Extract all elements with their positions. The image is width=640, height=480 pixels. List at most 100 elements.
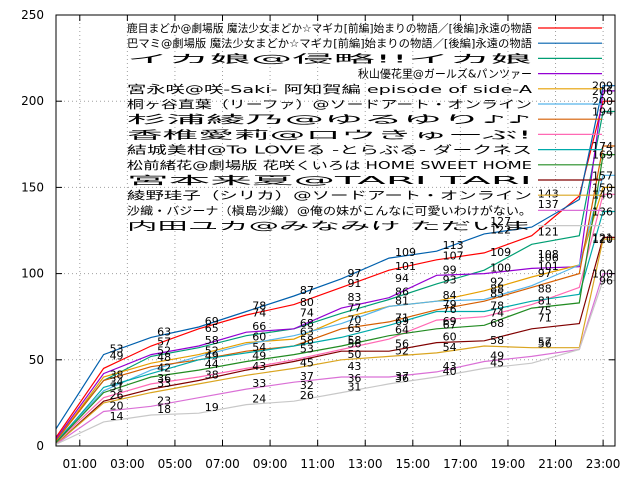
data-label: 74	[300, 306, 314, 319]
data-label: 37	[300, 370, 314, 383]
y-tick-label: 250	[21, 8, 44, 22]
data-label: 143	[538, 187, 559, 200]
data-label: 33	[252, 377, 266, 390]
end-data-label: 209	[592, 80, 613, 93]
data-label: 54	[443, 341, 457, 354]
plot-frame	[55, 14, 616, 447]
series-line-3	[55, 110, 615, 440]
x-tick-label: 09:00	[253, 457, 288, 471]
series-line-9	[55, 210, 615, 443]
data-label: 38	[205, 368, 219, 381]
data-label: 69	[443, 315, 457, 328]
data-label: 92	[490, 275, 504, 288]
x-tick-label: 05:00	[158, 457, 193, 471]
legend-label: 結城美柑@To LOVEる -とらぶる- ダークネス	[127, 143, 532, 157]
data-label: 58	[490, 334, 504, 347]
data-label: 137	[538, 198, 559, 211]
data-label: 91	[347, 277, 361, 290]
data-label: 71	[395, 312, 409, 325]
legend-label: 宮永咲@咲-Saki- 阿知賀編 episode of side-A	[127, 82, 533, 96]
data-label: 44	[205, 358, 219, 371]
data-label: 36	[395, 372, 409, 385]
data-label: 49	[205, 350, 219, 363]
legend-label: 杉浦綾乃@ゆるゆり♪♪	[127, 112, 532, 126]
legend-label: 綾野珪子（シリカ）@ソードアート・オンライン	[127, 188, 532, 202]
end-data-label: 206	[592, 85, 613, 98]
x-tick-label: 19:00	[491, 457, 526, 471]
end-data-label: 100	[592, 268, 613, 281]
legend-label: イカ娘@侵略!!イカ娘	[127, 51, 532, 65]
data-label: 24	[252, 393, 266, 406]
data-label: 49	[110, 350, 124, 363]
data-label: 101	[395, 260, 416, 273]
x-tick-label: 21:00	[538, 457, 573, 471]
data-label: 23	[157, 394, 171, 407]
data-label: 107	[443, 250, 464, 263]
series-line-5	[55, 186, 615, 442]
data-label: 83	[347, 291, 361, 304]
y-tick-label: 0	[36, 439, 44, 453]
data-label: 37	[395, 370, 409, 383]
data-label: 100	[490, 262, 511, 275]
data-label: 94	[395, 272, 409, 285]
data-label: 45	[490, 356, 504, 369]
end-data-label: 136	[592, 206, 613, 219]
y-tick-label: 200	[21, 94, 44, 108]
data-label: 53	[110, 343, 124, 356]
data-label: 113	[443, 239, 464, 252]
data-label: 109	[395, 246, 416, 259]
y-tick-label: 150	[21, 180, 44, 194]
end-data-label: 150	[592, 181, 613, 194]
legend-label: 沙織・バジーナ（槇島沙織）@俺の妹がこんなに可愛いわけがない。	[127, 203, 532, 217]
data-label: 49	[490, 350, 504, 363]
data-label: 54	[252, 341, 266, 354]
data-label: 63	[300, 325, 314, 338]
data-label: 49	[252, 350, 266, 363]
x-tick-label: 17:00	[443, 457, 478, 471]
data-label: 52	[157, 344, 171, 357]
data-label: 64	[395, 324, 409, 337]
data-label: 33	[157, 377, 171, 390]
data-label: 122	[490, 224, 511, 237]
y-tick-label: 100	[21, 267, 44, 281]
data-label: 68	[300, 317, 314, 330]
data-label: 19	[205, 401, 219, 414]
data-label: 52	[205, 344, 219, 357]
series-line-12	[55, 238, 615, 445]
data-label: 50	[347, 348, 361, 361]
data-label: 31	[110, 381, 124, 394]
legend-label: 秋山優花里@ガールズ&パンツァー	[358, 67, 532, 81]
data-label: 81	[538, 294, 552, 307]
data-label: 56	[395, 337, 409, 350]
data-label: 106	[538, 251, 559, 264]
data-label: 78	[490, 300, 504, 313]
data-label: 56	[538, 337, 552, 350]
data-label: 69	[205, 315, 219, 328]
x-tick-label: 13:00	[348, 457, 383, 471]
data-label: 80	[300, 296, 314, 309]
series-line-7	[55, 145, 615, 442]
data-label: 99	[443, 263, 457, 276]
data-label: 69	[395, 315, 409, 328]
legend-label: 桐ヶ谷直葉（リーファ）@ソードアート・オンライン	[127, 97, 532, 111]
series-lines	[55, 85, 615, 445]
data-label: 74	[252, 306, 266, 319]
data-label: 57	[538, 336, 552, 349]
data-label: 109	[490, 246, 511, 259]
end-data-label: 120	[592, 233, 613, 246]
data-label: 65	[347, 322, 361, 335]
data-label: 26	[300, 389, 314, 402]
data-label: 76	[443, 303, 457, 316]
data-label: 36	[347, 372, 361, 385]
series-line-13	[55, 273, 615, 445]
data-label: 53	[300, 343, 314, 356]
axes: 0 50 100 150 200 250 01:00 03:00 05:00 07:00 09:00…	[21, 8, 620, 471]
series-line-8	[55, 193, 615, 444]
data-label: 87	[300, 284, 314, 297]
legend-label: 巴マミ@劇場版 魔法少女まどか☆マギカ[前編]始まりの物語／[後編]永遠の物語	[127, 36, 532, 50]
data-label: 40	[443, 365, 457, 378]
data-label: 66	[252, 320, 266, 333]
data-label: 48	[157, 351, 171, 364]
legend-label: 内田ユカ@みなみけ ただいま	[127, 219, 532, 233]
